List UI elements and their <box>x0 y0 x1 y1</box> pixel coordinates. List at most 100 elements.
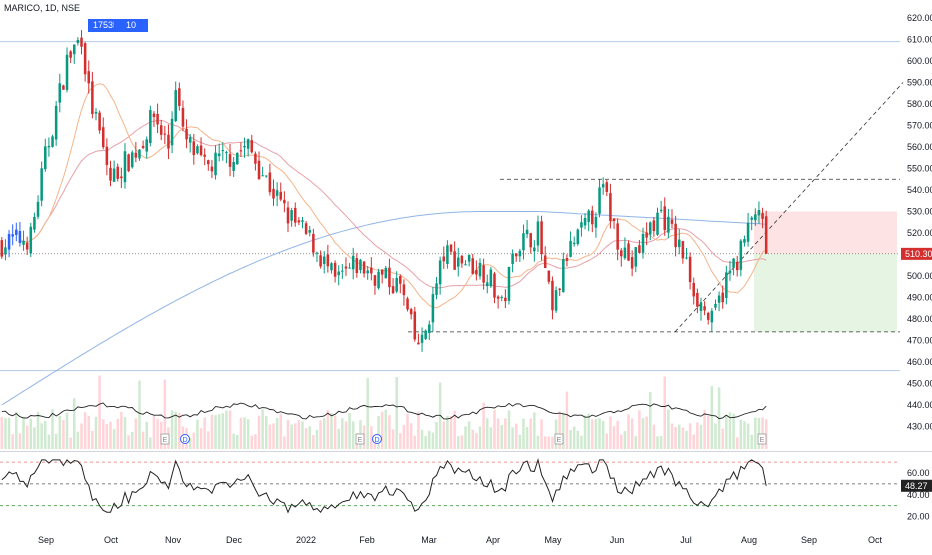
volume-bar <box>152 415 156 449</box>
volume-bar <box>33 427 36 449</box>
event-marker-1: D <box>180 434 190 444</box>
volume-bar <box>384 409 388 449</box>
volume-bar <box>391 429 395 449</box>
last-price-tag-bg <box>901 247 932 260</box>
candle-body <box>674 223 677 248</box>
candle-body <box>33 217 36 230</box>
volume-bar <box>688 423 692 449</box>
volume-bar <box>493 410 496 449</box>
volume-bar <box>29 418 33 449</box>
volume-bar <box>634 436 638 449</box>
volume-bar <box>580 435 583 449</box>
candle-body <box>442 256 446 262</box>
candle-body <box>44 146 47 170</box>
quantity-badge[interactable]: 17535 <box>88 19 122 32</box>
candle-body <box>435 283 438 295</box>
candle-body <box>456 257 460 267</box>
ma-long-line <box>1 211 767 406</box>
candle-body <box>257 160 261 180</box>
dividend-icon <box>180 434 190 444</box>
candle-body <box>460 255 464 264</box>
candle-body <box>203 154 206 157</box>
ma-mid-line <box>19 119 767 289</box>
candle-body <box>717 295 721 303</box>
candle-body <box>380 269 384 275</box>
volume-bar <box>620 434 623 449</box>
volume-bar <box>246 419 250 449</box>
candle-body <box>123 151 127 183</box>
time-tick-label: Mar <box>421 535 437 545</box>
volume-bar <box>529 418 532 449</box>
candle-body <box>283 199 286 204</box>
volume-bar <box>221 413 225 449</box>
volume-bar <box>149 437 152 449</box>
volume-bar <box>659 436 663 449</box>
volume-bar <box>116 418 120 449</box>
volume-bar <box>217 414 221 449</box>
volume-bar <box>638 410 641 449</box>
candle-body <box>670 219 674 224</box>
candle-body <box>370 267 373 274</box>
candle-body <box>453 251 456 270</box>
volume-bar <box>138 380 141 449</box>
candle-body <box>333 262 337 277</box>
candle-body <box>710 310 714 323</box>
candle-body <box>543 255 547 269</box>
candle-body <box>681 241 685 259</box>
candle-body <box>344 266 348 269</box>
candle-body <box>54 105 58 140</box>
volume-bar <box>413 435 417 449</box>
candle-body <box>185 128 188 140</box>
candle-body <box>301 220 304 222</box>
volume-bar <box>558 411 561 449</box>
time-axis: Sep Oct Nov Dec 2022 Feb Mar Apr May Jun Jul Aug Sep… <box>38 535 883 545</box>
candle-body <box>699 302 703 311</box>
candle-body <box>120 176 123 179</box>
rsi-tick-label: 60.00 <box>907 468 930 478</box>
volume-bar <box>304 428 308 449</box>
candle-body <box>232 161 235 171</box>
candle-body <box>159 125 163 135</box>
ma-short-line <box>19 83 767 309</box>
volume-bar <box>543 436 547 449</box>
candle-body <box>286 207 290 224</box>
candle-body <box>105 146 109 165</box>
candle-body <box>529 233 532 248</box>
candle-body <box>616 223 619 250</box>
volume-bar <box>507 410 511 449</box>
candle-body <box>279 191 283 200</box>
time-tick-label: Feb <box>359 535 375 545</box>
volume-bar <box>254 434 257 449</box>
volume-bar <box>261 409 264 449</box>
candle-body <box>366 270 369 274</box>
volume-bar <box>757 417 761 449</box>
candle-body <box>489 269 493 287</box>
candle-body <box>391 286 395 294</box>
volume-bar <box>69 437 72 449</box>
candle-body <box>746 222 750 242</box>
volume-bar <box>406 413 409 449</box>
price-tick-label: 480.00 <box>907 314 932 324</box>
candle-body <box>612 218 616 222</box>
candle-body <box>192 141 196 156</box>
candle-body <box>493 273 496 298</box>
candle-body <box>297 220 301 223</box>
candle-body <box>703 306 706 311</box>
volume-bar <box>703 410 706 449</box>
interval-badge[interactable]: 10 <box>114 19 148 32</box>
candle-body <box>576 229 580 245</box>
volume-bar <box>337 428 340 449</box>
candle-body <box>630 257 634 269</box>
volume-bar <box>380 411 384 449</box>
price-tick-label: 560.00 <box>907 142 932 152</box>
event-label: E <box>557 437 562 444</box>
volume-bar <box>264 416 268 449</box>
candle-body <box>178 88 181 106</box>
candle-body <box>406 298 409 310</box>
volume-bar <box>489 427 493 449</box>
event-label: E <box>163 437 168 444</box>
candle-body <box>652 220 656 232</box>
volume-bar <box>214 415 217 449</box>
